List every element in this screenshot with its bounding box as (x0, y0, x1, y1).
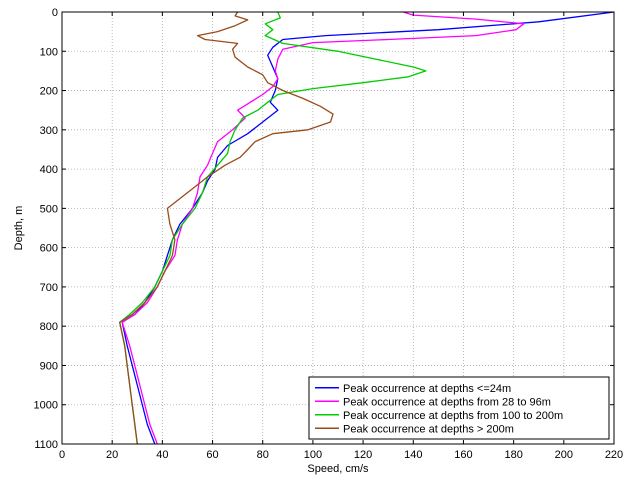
y-tick-label: 300 (40, 125, 58, 137)
legend-entry: Peak occurrence at depths <=24m (343, 383, 511, 395)
y-tick-label: 0 (52, 7, 58, 19)
y-tick-label: 100 (40, 46, 58, 58)
y-tick-label: 900 (40, 360, 58, 372)
x-tick-label: 100 (304, 449, 322, 461)
x-tick-label: 60 (206, 449, 218, 461)
y-axis-ticks: 0 100 200 300 400 500 600 700 800 900 1000 1100 (34, 7, 614, 451)
y-tick-label: 700 (40, 282, 58, 294)
x-tick-label: 120 (354, 449, 372, 461)
x-tick-label: 0 (59, 449, 65, 461)
y-tick-label: 500 (40, 203, 58, 215)
grid (62, 12, 614, 444)
series-layer (119, 11, 615, 445)
legend-entry: Peak occurrence at depths from 28 to 96m (343, 396, 551, 408)
legend-box (308, 376, 610, 440)
x-tick-label: 20 (106, 449, 118, 461)
legend-entry: Peak occurrence at depths > 200m (343, 423, 514, 435)
series-line-4 (119, 11, 334, 445)
x-tick-label: 140 (404, 449, 422, 461)
x-axis-label: Speed, cm/s (307, 463, 369, 475)
x-tick-label: 40 (156, 449, 168, 461)
y-tick-label: 800 (40, 321, 58, 333)
y-axis-label: Depth, m (13, 206, 25, 251)
series-line-2 (121, 11, 525, 445)
y-tick-label: 200 (40, 86, 58, 98)
x-tick-label: 200 (555, 449, 573, 461)
y-tick-label: 400 (40, 164, 58, 176)
series-line-3 (119, 11, 427, 445)
x-tick-label: 160 (454, 449, 472, 461)
y-tick-label: 600 (40, 243, 58, 255)
legend-entry: Peak occurrence at depths from 100 to 20… (343, 410, 563, 422)
plot-frame (61, 11, 615, 445)
y-tick-label: 1000 (34, 400, 58, 412)
x-tick-label: 220 (605, 449, 623, 461)
y-tick-label: 1100 (34, 439, 58, 451)
x-tick-label: 80 (257, 449, 269, 461)
x-axis-ticks: 0 20 40 60 80 100 120 140 160 180 200 220 (59, 12, 623, 461)
x-tick-label: 180 (504, 449, 522, 461)
